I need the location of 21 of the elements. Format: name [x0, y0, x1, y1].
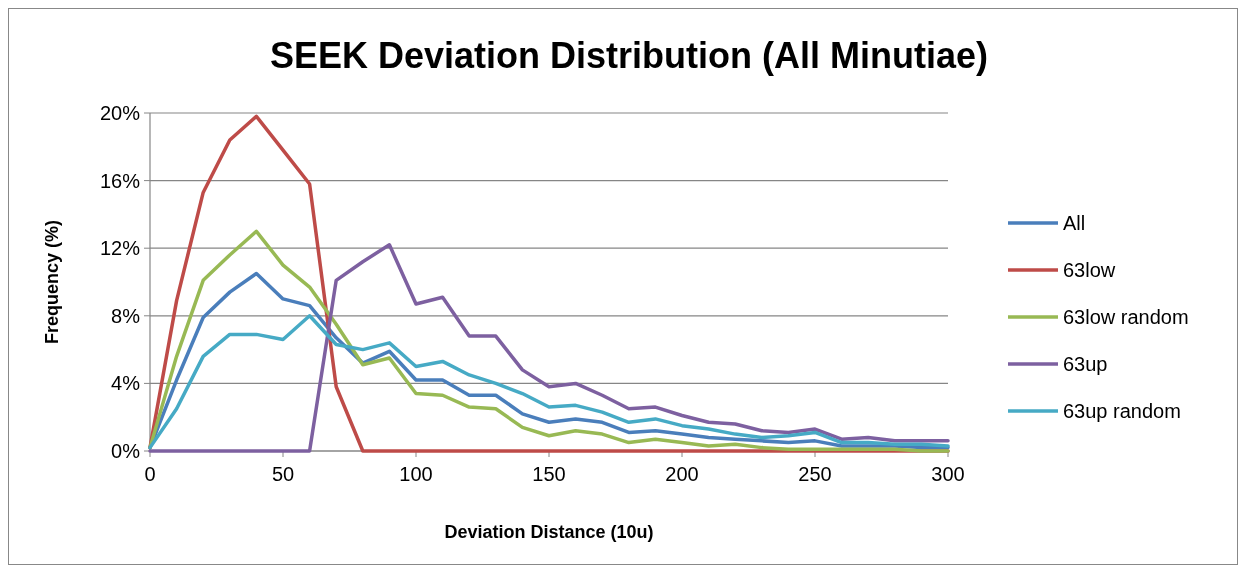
y-tick-label: 16%: [99, 169, 141, 192]
y-tick-label: 0%: [111, 440, 141, 462]
x-tick-label: 100: [399, 463, 433, 485]
x-tick-label: 250: [798, 463, 832, 485]
y-tick-label: 4%: [111, 372, 141, 395]
legend-label: 63low: [1063, 259, 1116, 281]
x-tick-label: 150: [532, 463, 566, 485]
x-axis-title: Deviation Distance (10u): [444, 522, 654, 542]
legend-label: All: [1063, 212, 1086, 234]
y-tick-label: 8%: [111, 304, 141, 327]
x-tick-label: 0: [144, 463, 156, 485]
y-axis-title: Frequency (%): [42, 219, 62, 345]
chart-title: SEEK Deviation Distribution (All Minutiae): [269, 35, 989, 76]
y-tick-label: 12%: [99, 237, 141, 260]
legend-label: 63up: [1063, 353, 1108, 375]
legend-label: 63low random: [1063, 306, 1189, 328]
x-tick-label: 300: [931, 463, 965, 485]
x-tick-label: 200: [665, 463, 699, 485]
y-tick-label: 20%: [99, 102, 141, 124]
legend-label: 63up random: [1063, 400, 1181, 422]
x-tick-label: 50: [271, 463, 295, 485]
